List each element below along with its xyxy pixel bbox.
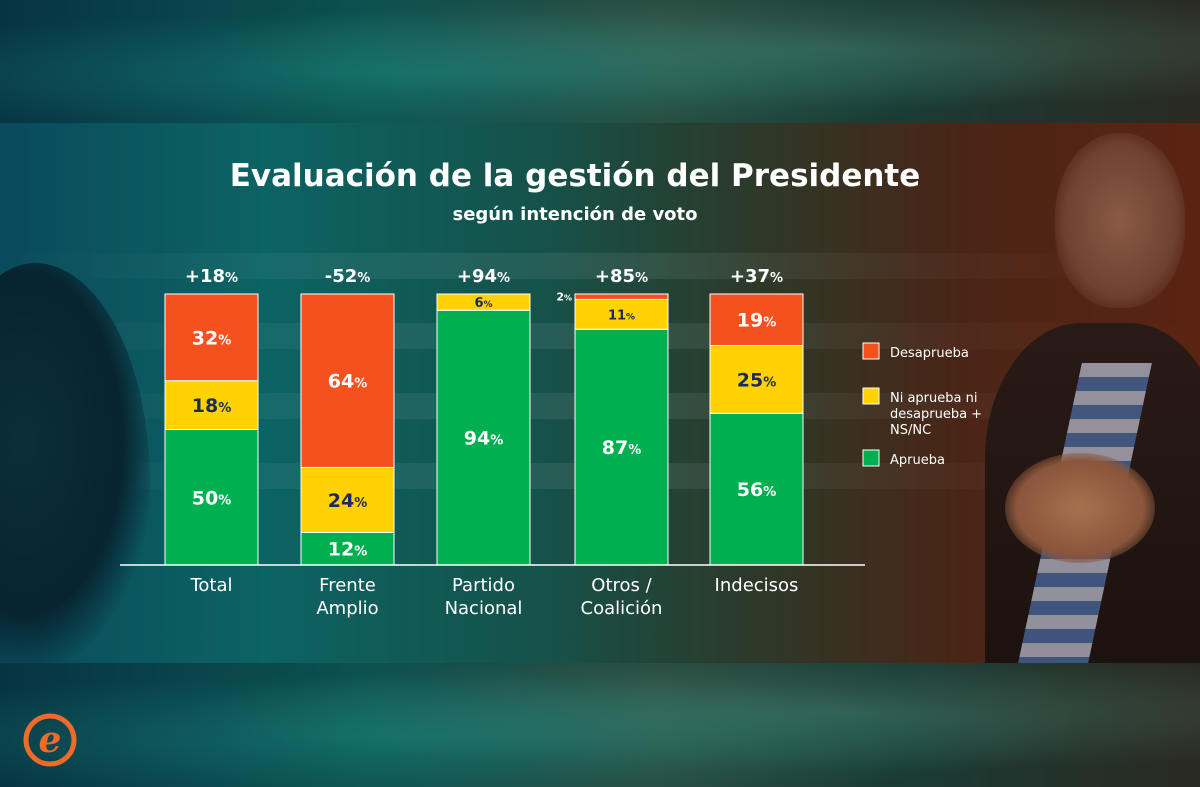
net-approval-label: +85% (595, 266, 648, 287)
bar-segment (574, 293, 669, 300)
bar-value-label: 18% (192, 395, 231, 417)
category-label: Otros / (591, 575, 652, 596)
legend-swatch (862, 449, 880, 467)
bar-value-label: 64% (328, 371, 367, 393)
background-bottom (0, 663, 1200, 787)
bar-value-label: 24% (328, 490, 367, 512)
legend-label: Ni aprueba ni (890, 391, 977, 406)
bar-value-label: 12% (328, 539, 367, 561)
legend-label: Desaprueba (890, 346, 969, 361)
bar-segment (709, 412, 804, 566)
bar-segment (164, 380, 259, 430)
portrait-head (1055, 133, 1185, 308)
bar-segment (709, 293, 804, 346)
flag-stripe (0, 253, 1200, 279)
president-portrait (905, 123, 1200, 663)
bar-value-label: 32% (192, 327, 231, 349)
bar-segment (300, 531, 395, 566)
bar-segment (436, 293, 531, 311)
bar-value-label: 25% (737, 369, 776, 391)
bar-segment (300, 293, 395, 468)
bar-segment (300, 466, 395, 533)
bar-value-label: 87% (602, 437, 641, 459)
bar-value-label: 56% (737, 479, 776, 501)
background-top (0, 0, 1200, 123)
stacked-bar-chart: 50% 18% 32% +18% Total 12% 24% 64% -52% FrenteAmp… (120, 266, 982, 619)
legend-label: Aprueba (890, 453, 945, 468)
net-approval-label: -52% (325, 266, 371, 287)
logo-letter: e (39, 719, 62, 761)
net-approval-label: +18% (185, 266, 238, 287)
bar-segment (574, 328, 669, 566)
chart-title: Evaluación de la gestión del Presidente (229, 158, 921, 194)
category-label: Amplio (316, 598, 378, 619)
bar-segment (709, 344, 804, 414)
legend-label: desaprueba + (890, 407, 982, 422)
category-label: Total (189, 575, 232, 596)
bar-value-label: 19% (737, 310, 776, 332)
bar-value-label: 94% (464, 428, 503, 450)
e-logo-icon: e (23, 713, 77, 767)
category-label: Partido (452, 575, 515, 596)
legend-label: NS/NC (890, 423, 931, 438)
category-label: Frente (319, 575, 376, 596)
category-label: Coalición (581, 598, 663, 619)
category-label: Nacional (445, 598, 523, 619)
category-label: Indecisos (715, 575, 799, 596)
legend-swatch (862, 342, 880, 360)
bar-segment (436, 309, 531, 566)
bar-segment (164, 293, 259, 382)
bar-value-label: 50% (192, 487, 231, 509)
net-approval-label: +37% (730, 266, 783, 287)
bar-value-label: 11% (608, 308, 635, 323)
logo-ring (23, 713, 77, 767)
legend-swatch (862, 387, 880, 405)
chart-subtitle: según intención de voto (452, 204, 698, 225)
portrait-hand (1005, 453, 1155, 563)
bar-segment (164, 429, 259, 566)
bar-value-label: 6% (474, 296, 492, 311)
net-approval-label: +94% (457, 266, 510, 287)
bar-value-label: 2% (556, 291, 572, 304)
